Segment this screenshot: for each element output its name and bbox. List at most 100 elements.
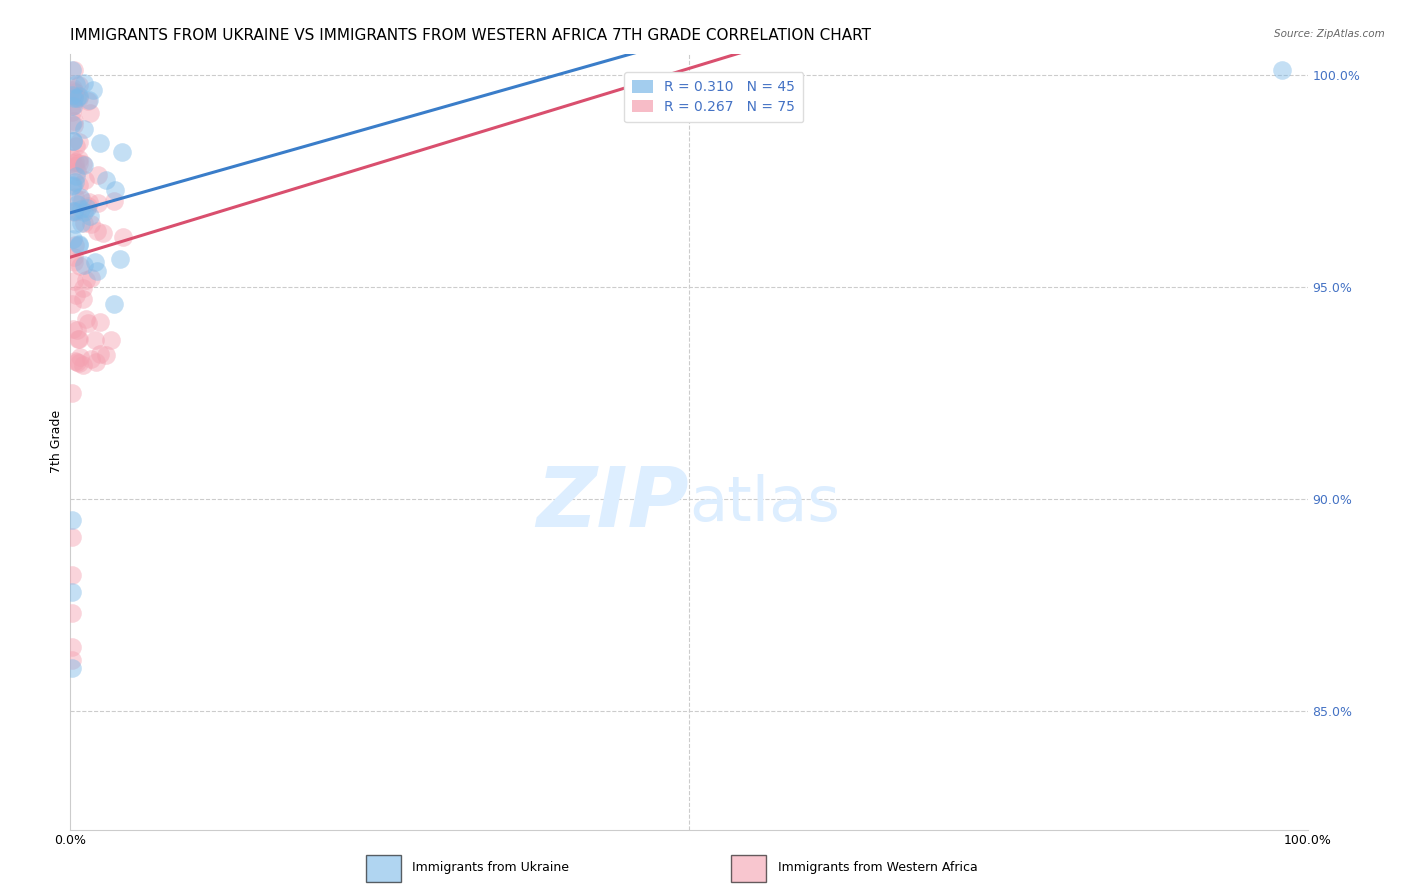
Point	[60, 640, 83, 655]
Point	[72, 358, 94, 372]
Point	[63, 251, 86, 265]
Point	[67, 238, 90, 252]
Text: atlas: atlas	[689, 474, 839, 533]
Point	[86, 224, 108, 238]
Point	[75, 311, 97, 326]
Point	[75, 273, 97, 287]
Point	[73, 216, 96, 230]
Point	[60, 63, 83, 78]
Point	[104, 183, 127, 197]
Point	[83, 255, 105, 269]
Point	[69, 190, 91, 204]
Point	[65, 288, 87, 302]
Point	[94, 348, 117, 362]
Point	[66, 203, 89, 218]
Point	[62, 134, 84, 148]
Text: Immigrants from Ukraine: Immigrants from Ukraine	[412, 861, 569, 874]
Point	[94, 172, 117, 186]
Point	[110, 252, 132, 266]
Point	[73, 122, 96, 136]
Point	[72, 281, 94, 295]
Text: Immigrants from Western Africa: Immigrants from Western Africa	[778, 861, 977, 874]
Point	[65, 353, 87, 368]
Point	[111, 145, 134, 160]
Point	[62, 204, 84, 219]
Point	[65, 217, 87, 231]
Point	[73, 205, 96, 219]
Point	[60, 151, 83, 165]
Legend: R = 0.310   N = 45, R = 0.267   N = 75: R = 0.310 N = 45, R = 0.267 N = 75	[624, 72, 803, 122]
Point	[87, 168, 110, 182]
Point	[77, 199, 100, 213]
Point	[86, 264, 108, 278]
Point	[63, 203, 86, 218]
Point	[62, 118, 84, 132]
Point	[63, 190, 86, 204]
Point	[62, 232, 84, 246]
Point	[67, 91, 90, 105]
Point	[75, 172, 97, 186]
Point	[67, 78, 90, 93]
Point	[60, 99, 83, 113]
Point	[60, 87, 83, 102]
Point	[69, 260, 91, 274]
Point	[62, 105, 84, 120]
Point	[69, 356, 91, 370]
Point	[63, 238, 86, 252]
Point	[70, 202, 93, 216]
Point	[79, 209, 101, 223]
Point	[62, 322, 84, 336]
Point	[66, 354, 89, 368]
Point	[72, 293, 94, 307]
Point	[63, 155, 86, 169]
Point	[80, 217, 103, 231]
Point	[76, 201, 98, 215]
Y-axis label: 7th Grade: 7th Grade	[51, 410, 63, 473]
Point	[80, 351, 103, 366]
Point	[60, 585, 83, 599]
Point	[62, 63, 84, 78]
Point	[62, 134, 84, 148]
Point	[63, 274, 86, 288]
Point	[100, 333, 122, 347]
Point	[111, 230, 134, 244]
Point	[65, 175, 87, 189]
Point	[67, 156, 90, 170]
Point	[60, 530, 83, 544]
Point	[73, 76, 96, 90]
Point	[62, 178, 84, 192]
Point	[65, 77, 87, 91]
Point	[66, 91, 89, 105]
Point	[62, 98, 84, 112]
Point	[60, 117, 83, 131]
Point	[67, 135, 90, 149]
Point	[89, 315, 111, 329]
Point	[77, 93, 100, 107]
Point	[60, 653, 83, 667]
Point	[73, 158, 96, 172]
Point	[103, 194, 125, 209]
Point	[91, 226, 114, 240]
Point	[82, 82, 104, 96]
Point	[62, 88, 84, 103]
Point	[60, 178, 83, 193]
Point	[60, 297, 83, 311]
Point	[87, 195, 110, 210]
Point	[60, 156, 83, 170]
Text: Source: ZipAtlas.com: Source: ZipAtlas.com	[1274, 29, 1385, 38]
Point	[72, 157, 94, 171]
Text: ZIP: ZIP	[536, 463, 689, 544]
Point	[63, 159, 86, 173]
Point	[62, 113, 84, 128]
Point	[79, 105, 101, 120]
Point	[67, 88, 90, 103]
Point	[67, 153, 90, 167]
Point	[67, 332, 90, 346]
Point	[76, 94, 98, 108]
Text: IMMIGRANTS FROM UKRAINE VS IMMIGRANTS FROM WESTERN AFRICA 7TH GRADE CORRELATION : IMMIGRANTS FROM UKRAINE VS IMMIGRANTS FR…	[70, 28, 872, 43]
Point	[89, 136, 111, 150]
Point	[72, 258, 94, 272]
Point	[77, 195, 100, 210]
Point	[77, 317, 100, 331]
Point	[63, 98, 86, 112]
